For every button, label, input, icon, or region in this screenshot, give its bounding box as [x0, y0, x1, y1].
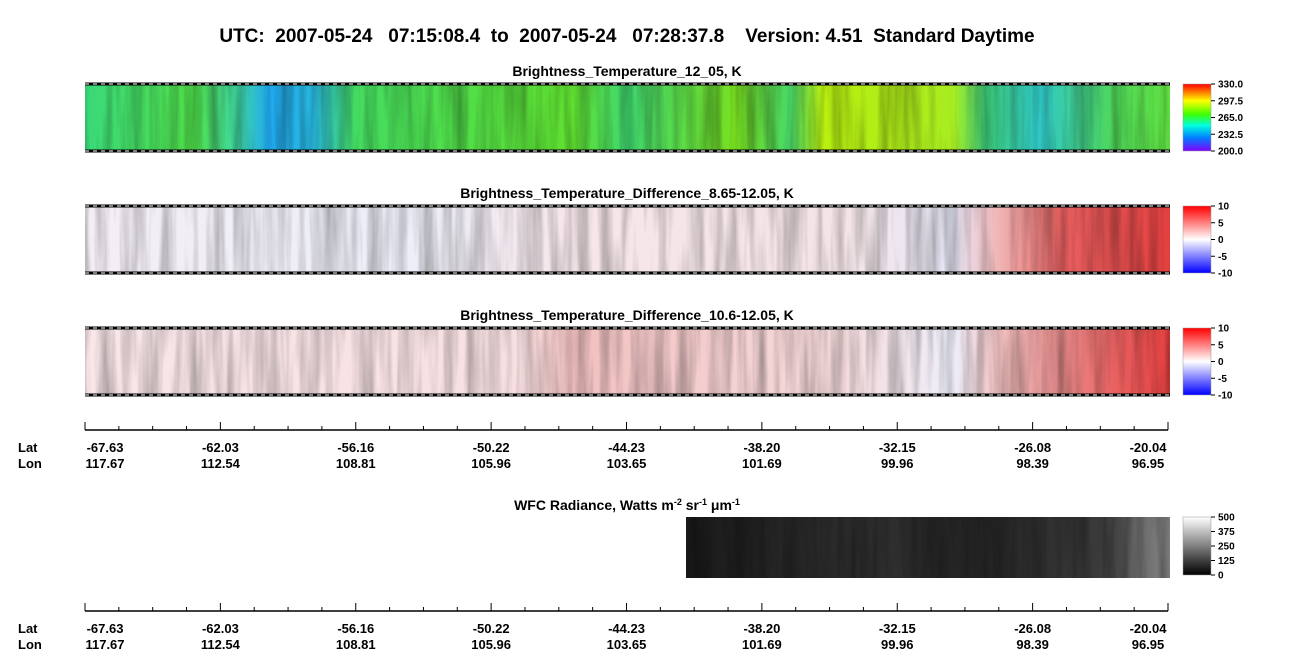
colorbar-label: 0	[1218, 571, 1224, 582]
lat-value: -44.23	[608, 440, 645, 455]
colorbar-label: 0	[1218, 357, 1224, 368]
lat-value: -44.23	[608, 621, 645, 636]
colorbar	[1182, 516, 1212, 576]
lat-value: -67.63	[87, 621, 124, 636]
lat-value: -32.15	[879, 621, 916, 636]
lon-value: 112.54	[201, 637, 241, 652]
wfc-title-part: -1	[732, 497, 740, 507]
lat-label: Lat	[18, 440, 38, 455]
lon-value: 108.81	[336, 637, 376, 652]
colorbar-label: 5	[1218, 218, 1224, 229]
wfc-title-part: sr	[682, 497, 700, 513]
wfc-title: WFC Radiance, Watts m-2 sr-1 μm-1	[514, 497, 740, 513]
lat-value: -62.03	[202, 440, 239, 455]
lat-value: -50.22	[473, 440, 510, 455]
lon-value: 101.69	[742, 637, 782, 652]
colorbar-label: 10	[1218, 202, 1230, 213]
colorbar-label: 330.0	[1218, 80, 1243, 91]
image-texture	[85, 206, 1170, 273]
lon-value: 101.69	[742, 456, 782, 471]
lon-label: Lon	[18, 637, 42, 652]
colorbar-label: 5	[1218, 340, 1224, 351]
colorbar-label: -10	[1218, 269, 1233, 280]
wfc-title-part: -1	[699, 497, 707, 507]
lat-value: -56.16	[337, 440, 374, 455]
image-texture	[85, 84, 1170, 151]
lon-value: 99.96	[881, 456, 914, 471]
lon-value: 105.96	[471, 637, 511, 652]
colorbar-label: 10	[1218, 324, 1230, 335]
image-texture	[85, 328, 1170, 395]
lon-value: 103.65	[607, 637, 647, 652]
colorbar-label: 375	[1218, 527, 1235, 538]
colorbar	[1182, 205, 1212, 274]
lon-value: 96.95	[1132, 637, 1165, 652]
panel-title: Brightness_Temperature_12_05, K	[512, 63, 741, 79]
colorbar	[1182, 83, 1212, 152]
lon-value: 117.67	[85, 637, 124, 652]
lon-value: 108.81	[336, 456, 376, 471]
lat-value: -67.63	[87, 440, 124, 455]
colorbar-label: 500	[1218, 513, 1235, 524]
colorbar-label: -5	[1218, 374, 1227, 385]
wfc-title-part: -2	[674, 497, 682, 507]
lat-value: -56.16	[337, 621, 374, 636]
colorbar-label: 265.0	[1218, 113, 1243, 124]
lat-value: -38.20	[743, 621, 780, 636]
lon-value: 112.54	[201, 456, 241, 471]
colorbar-label: 232.5	[1218, 130, 1243, 141]
lat-value: -62.03	[202, 621, 239, 636]
panel-title: Brightness_Temperature_Difference_8.65-1…	[460, 185, 794, 201]
image-texture	[686, 517, 1170, 578]
lon-value: 98.39	[1016, 637, 1049, 652]
colorbar-label: 250	[1218, 542, 1235, 553]
lat-value: -26.08	[1014, 621, 1051, 636]
lon-value: 117.67	[85, 456, 124, 471]
colorbar-label: 0	[1218, 235, 1224, 246]
lon-value: 98.39	[1016, 456, 1049, 471]
lat-value: -20.04	[1130, 440, 1168, 455]
lat-value: -32.15	[879, 440, 916, 455]
colorbar-label: 297.5	[1218, 96, 1243, 107]
lon-value: 103.65	[607, 456, 647, 471]
panel-title: Brightness_Temperature_Difference_10.6-1…	[460, 307, 794, 323]
colorbar-label: -5	[1218, 252, 1227, 263]
colorbar	[1182, 327, 1212, 396]
lat-label: Lat	[18, 621, 38, 636]
lon-label: Lon	[18, 456, 42, 471]
lat-value: -38.20	[743, 440, 780, 455]
colorbar-label: 200.0	[1218, 147, 1243, 158]
wfc-title-part: μm	[707, 497, 732, 513]
colorbar-label: -10	[1218, 391, 1233, 402]
lon-value: 99.96	[881, 637, 914, 652]
lon-value: 96.95	[1132, 456, 1165, 471]
lon-value: 105.96	[471, 456, 511, 471]
colorbar-label: 125	[1218, 556, 1235, 567]
lat-value: -26.08	[1014, 440, 1051, 455]
lat-value: -20.04	[1130, 621, 1168, 636]
wfc-title-part: WFC Radiance, Watts m	[514, 497, 674, 513]
lat-value: -50.22	[473, 621, 510, 636]
title: UTC: 2007-05-24 07:15:08.4 to 2007-05-24…	[219, 26, 1034, 47]
